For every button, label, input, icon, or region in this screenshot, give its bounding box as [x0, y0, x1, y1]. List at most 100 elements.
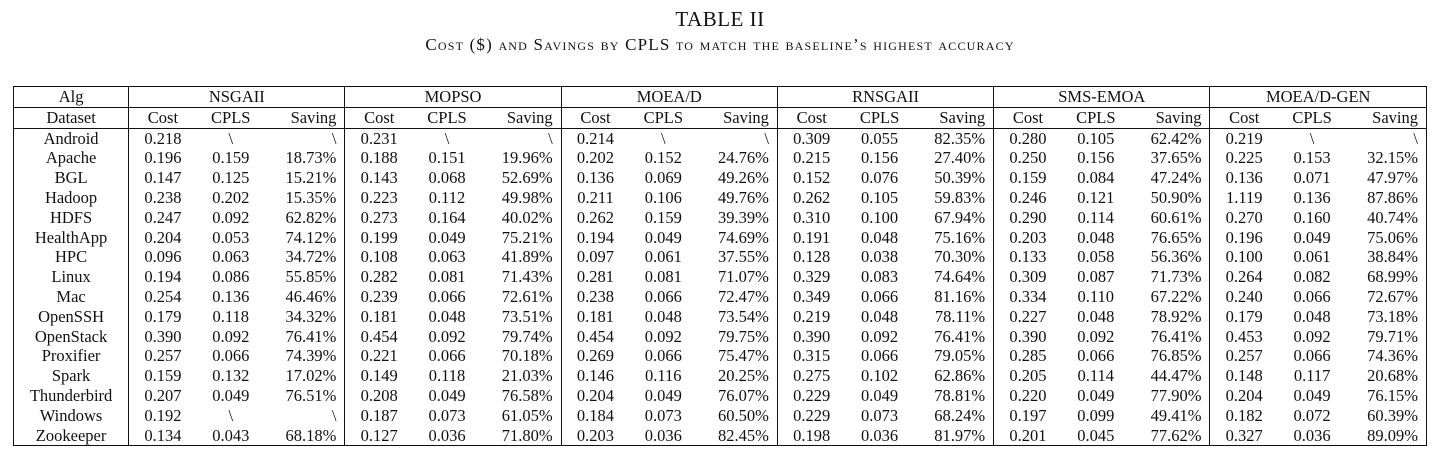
saving-cell: 77.90% — [1150, 385, 1202, 405]
table-row: Linux 0.194 0.086 55.85% 0.282 0.081 71.43% 0.2… — [14, 267, 1427, 287]
cost-header: Cost — [1209, 107, 1279, 129]
cpls-cell: 0.066 — [860, 286, 899, 306]
corner-dataset-label: Dataset — [13, 107, 129, 129]
cost-cell: 0.290 — [993, 207, 1062, 228]
cost-cell: 0.204 — [1209, 385, 1279, 406]
cost-cell: 0.262 — [776, 187, 846, 208]
cpls-cell: 0.153 — [1293, 148, 1331, 168]
saving-cell: 81.16% — [934, 286, 986, 306]
cost-cell: 0.215 — [776, 148, 846, 169]
corner-alg-label: Alg — [13, 86, 129, 108]
saving-cell: 55.85% — [285, 267, 337, 287]
table-row: OpenStack 0.390 0.092 76.41% 0.454 0.092 79.74… — [14, 326, 1427, 347]
cost-cell: 0.204 — [560, 385, 630, 406]
saving-header: Saving — [1346, 107, 1427, 129]
cost-cell: 0.247 — [128, 207, 197, 228]
algorithm-header: MOPSO — [344, 86, 562, 108]
cpls-cell: 0.106 — [644, 187, 682, 207]
cpls-cell: 0.066 — [212, 346, 250, 366]
cpls-cell: 0.073 — [860, 405, 899, 425]
cost-cell: 0.218 — [128, 128, 197, 149]
saving-cell: 89.09% — [1367, 425, 1418, 445]
cost-cell: 0.315 — [776, 346, 846, 367]
saving-cell: 79.74% — [501, 326, 553, 346]
metric-header-row: Dataset Cost CPLS Saving Cost CPLS Savin… — [13, 107, 1427, 129]
saving-cell: 79.71% — [1367, 326, 1418, 346]
cost-cell: 0.205 — [993, 366, 1062, 386]
saving-cell: 40.02% — [501, 207, 553, 227]
cpls-cell: 0.061 — [1293, 247, 1331, 267]
cost-cell: 0.201 — [993, 425, 1062, 446]
cost-cell: 0.227 — [993, 306, 1062, 327]
cost-cell: 0.250 — [993, 148, 1062, 169]
cpls-cell: 0.049 — [1077, 385, 1115, 405]
cpls-cell: 0.072 — [1293, 405, 1331, 425]
cost-cell: 0.191 — [776, 227, 846, 248]
cost-cell: 0.214 — [560, 128, 630, 149]
table-row: BGL 0.147 0.125 15.21% 0.143 0.068 52.69% 0.136… — [14, 168, 1427, 188]
cpls-cell: 0.092 — [212, 326, 250, 346]
cpls-cell: 0.087 — [1077, 267, 1115, 287]
saving-cell: 15.21% — [285, 168, 337, 188]
table-row: Proxifier 0.257 0.066 74.39% 0.221 0.066 70.18… — [14, 346, 1427, 367]
cost-cell: 0.181 — [344, 306, 413, 327]
saving-cell: 49.41% — [1150, 405, 1202, 425]
saving-cell: 75.21% — [501, 227, 553, 247]
cost-header: Cost — [560, 107, 630, 129]
saving-cell: 24.76% — [718, 148, 769, 168]
cpls-cell: 0.117 — [1293, 366, 1331, 386]
cost-cell: 0.239 — [344, 286, 413, 307]
saving-cell: 73.51% — [501, 306, 553, 326]
table-row: Apache 0.196 0.159 18.73% 0.188 0.151 19.96% 0.… — [14, 148, 1427, 169]
cost-cell: 0.159 — [993, 168, 1062, 188]
algorithm-header: NSGAII — [128, 86, 345, 108]
cost-cell: 0.390 — [128, 326, 197, 347]
cost-cell: 0.134 — [128, 425, 197, 446]
cpls-cell: 0.049 — [428, 385, 466, 405]
cpls-cell: 0.092 — [644, 326, 682, 346]
cpls-cell: 0.118 — [428, 366, 466, 386]
dataset-name: Thunderbird — [29, 385, 113, 405]
cost-cell: 0.207 — [128, 385, 197, 406]
cost-cell: 0.390 — [776, 326, 846, 347]
cpls-cell: 0.049 — [1293, 385, 1331, 405]
saving-cell: 62.82% — [285, 207, 337, 227]
cpls-cell: 0.048 — [1077, 227, 1115, 247]
cost-cell: 0.128 — [776, 247, 846, 268]
cost-cell: 0.240 — [1209, 286, 1279, 307]
cpls-cell: 0.076 — [860, 168, 899, 188]
cpls-cell: 0.061 — [644, 247, 682, 267]
cost-cell: 0.225 — [1209, 148, 1279, 169]
saving-cell: 81.97% — [934, 425, 986, 445]
cpls-cell: 0.049 — [428, 227, 466, 247]
saving-cell: 60.39% — [1367, 405, 1418, 425]
cost-cell: 0.147 — [128, 168, 197, 188]
table-row: Mac 0.254 0.136 46.46% 0.239 0.066 72.61% 0.238… — [14, 286, 1427, 307]
saving-cell: 49.76% — [718, 187, 769, 207]
cost-cell: 0.127 — [344, 425, 413, 446]
cpls-cell: 0.043 — [212, 425, 250, 445]
saving-cell: \ — [1413, 128, 1418, 148]
saving-cell: 76.41% — [1150, 326, 1202, 346]
cost-cell: 0.148 — [1209, 366, 1279, 386]
saving-cell: 71.07% — [718, 267, 769, 287]
cpls-cell: \ — [228, 128, 234, 148]
saving-cell: 70.18% — [501, 346, 553, 366]
cpls-cell: 0.114 — [1077, 366, 1115, 386]
cpls-cell: 0.151 — [428, 148, 466, 168]
saving-header: Saving — [1129, 107, 1210, 129]
cpls-cell: 0.063 — [428, 247, 466, 267]
cpls-cell: 0.049 — [644, 227, 682, 247]
saving-cell: \ — [764, 128, 769, 148]
saving-cell: 76.41% — [934, 326, 986, 346]
saving-cell: 71.43% — [501, 267, 553, 287]
cost-cell: 0.219 — [1209, 128, 1279, 149]
saving-cell: 50.39% — [934, 168, 986, 188]
cost-cell: 0.097 — [560, 247, 630, 268]
cpls-cell: 0.053 — [212, 227, 250, 247]
table-caption: TABLE II Cost ($) and Savings by CPLS to… — [0, 7, 1440, 57]
cost-cell: 0.184 — [560, 405, 630, 426]
saving-cell: 72.47% — [718, 286, 769, 306]
cpls-cell: 0.202 — [212, 187, 250, 207]
saving-header: Saving — [264, 107, 345, 129]
